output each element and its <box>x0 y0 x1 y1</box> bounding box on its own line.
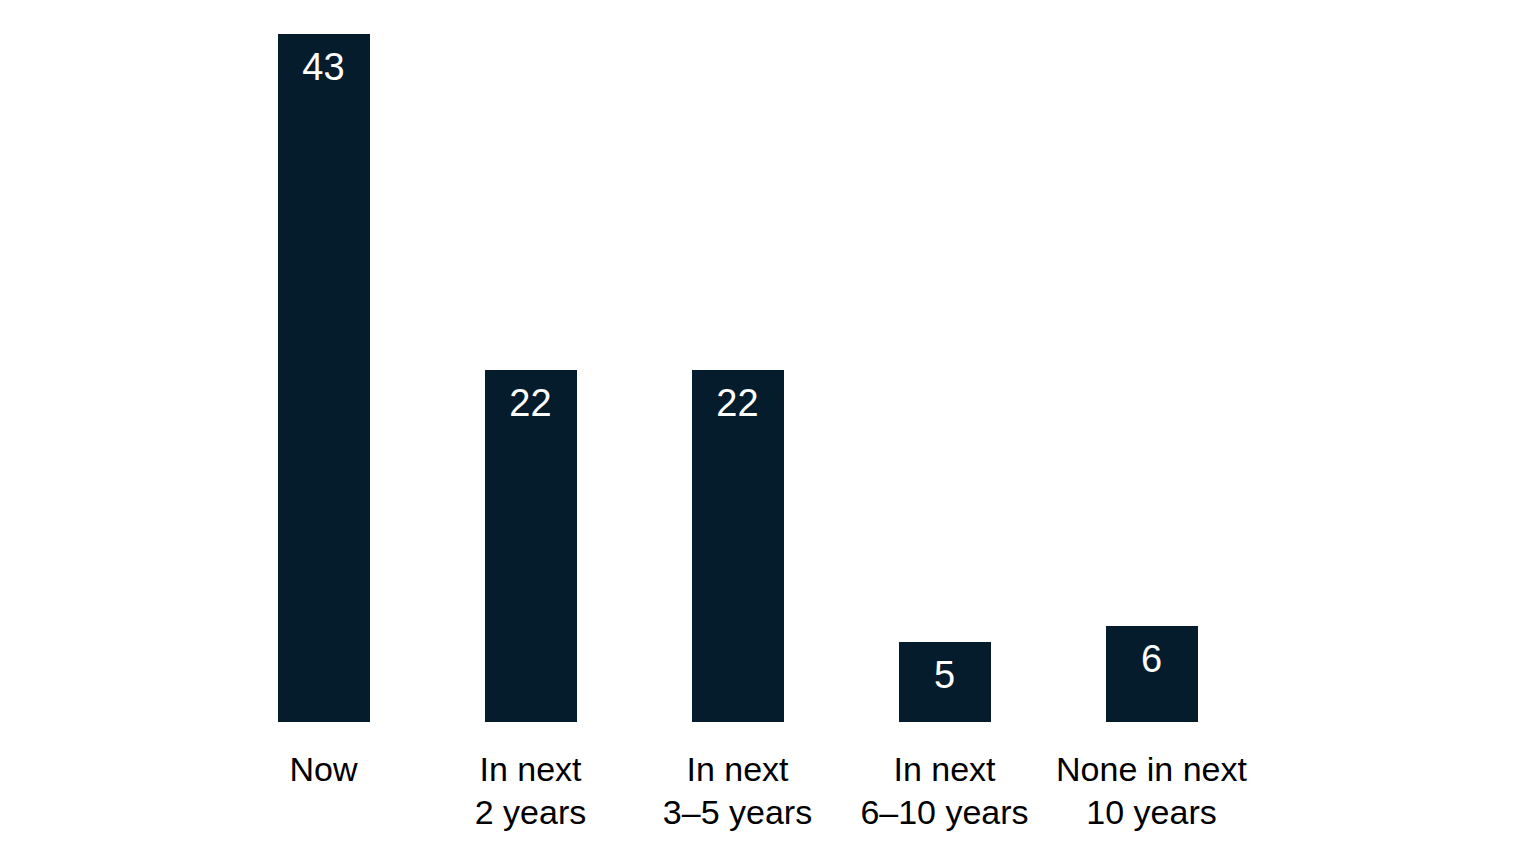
bar-chart-column: 22 In next2 years <box>427 0 634 834</box>
category-label: In next3–5 years <box>663 748 812 834</box>
category-label-line: In next <box>860 748 1028 791</box>
bar: 22 <box>692 370 784 722</box>
bar: 5 <box>899 642 991 722</box>
bar-plot-area: 43 <box>220 0 427 722</box>
bar-plot-area: 22 <box>634 0 841 722</box>
category-label: Now <box>289 748 357 791</box>
category-label-line: Now <box>289 748 357 791</box>
category-label-line: In next <box>475 748 587 791</box>
category-label-line: 2 years <box>475 791 587 834</box>
bar-value-label: 6 <box>1141 626 1162 682</box>
bar-chart: 43 Now 22 In next2 years 22 In next3–5 y… <box>220 0 1255 834</box>
category-label-line: 3–5 years <box>663 791 812 834</box>
bar-value-label: 43 <box>302 34 344 90</box>
bar-chart-column: 6 None in next10 years <box>1048 0 1255 834</box>
bar-plot-area: 6 <box>1048 0 1255 722</box>
bar: 22 <box>485 370 577 722</box>
bar: 43 <box>278 34 370 722</box>
bar-chart-column: 43 Now <box>220 0 427 834</box>
category-label: In next6–10 years <box>860 748 1028 834</box>
bar-value-label: 22 <box>716 370 758 426</box>
bar-chart-column: 5 In next6–10 years <box>841 0 1048 834</box>
bar-plot-area: 5 <box>841 0 1048 722</box>
category-label: In next2 years <box>475 748 587 834</box>
bar: 6 <box>1106 626 1198 722</box>
bar-chart-column: 22 In next3–5 years <box>634 0 841 834</box>
bar-value-label: 22 <box>509 370 551 426</box>
category-label-line: None in next <box>1056 748 1247 791</box>
bar-value-label: 5 <box>934 642 955 698</box>
category-label-line: 10 years <box>1056 791 1247 834</box>
category-label: None in next10 years <box>1056 748 1247 834</box>
category-label-line: 6–10 years <box>860 791 1028 834</box>
bar-plot-area: 22 <box>427 0 634 722</box>
category-label-line: In next <box>663 748 812 791</box>
